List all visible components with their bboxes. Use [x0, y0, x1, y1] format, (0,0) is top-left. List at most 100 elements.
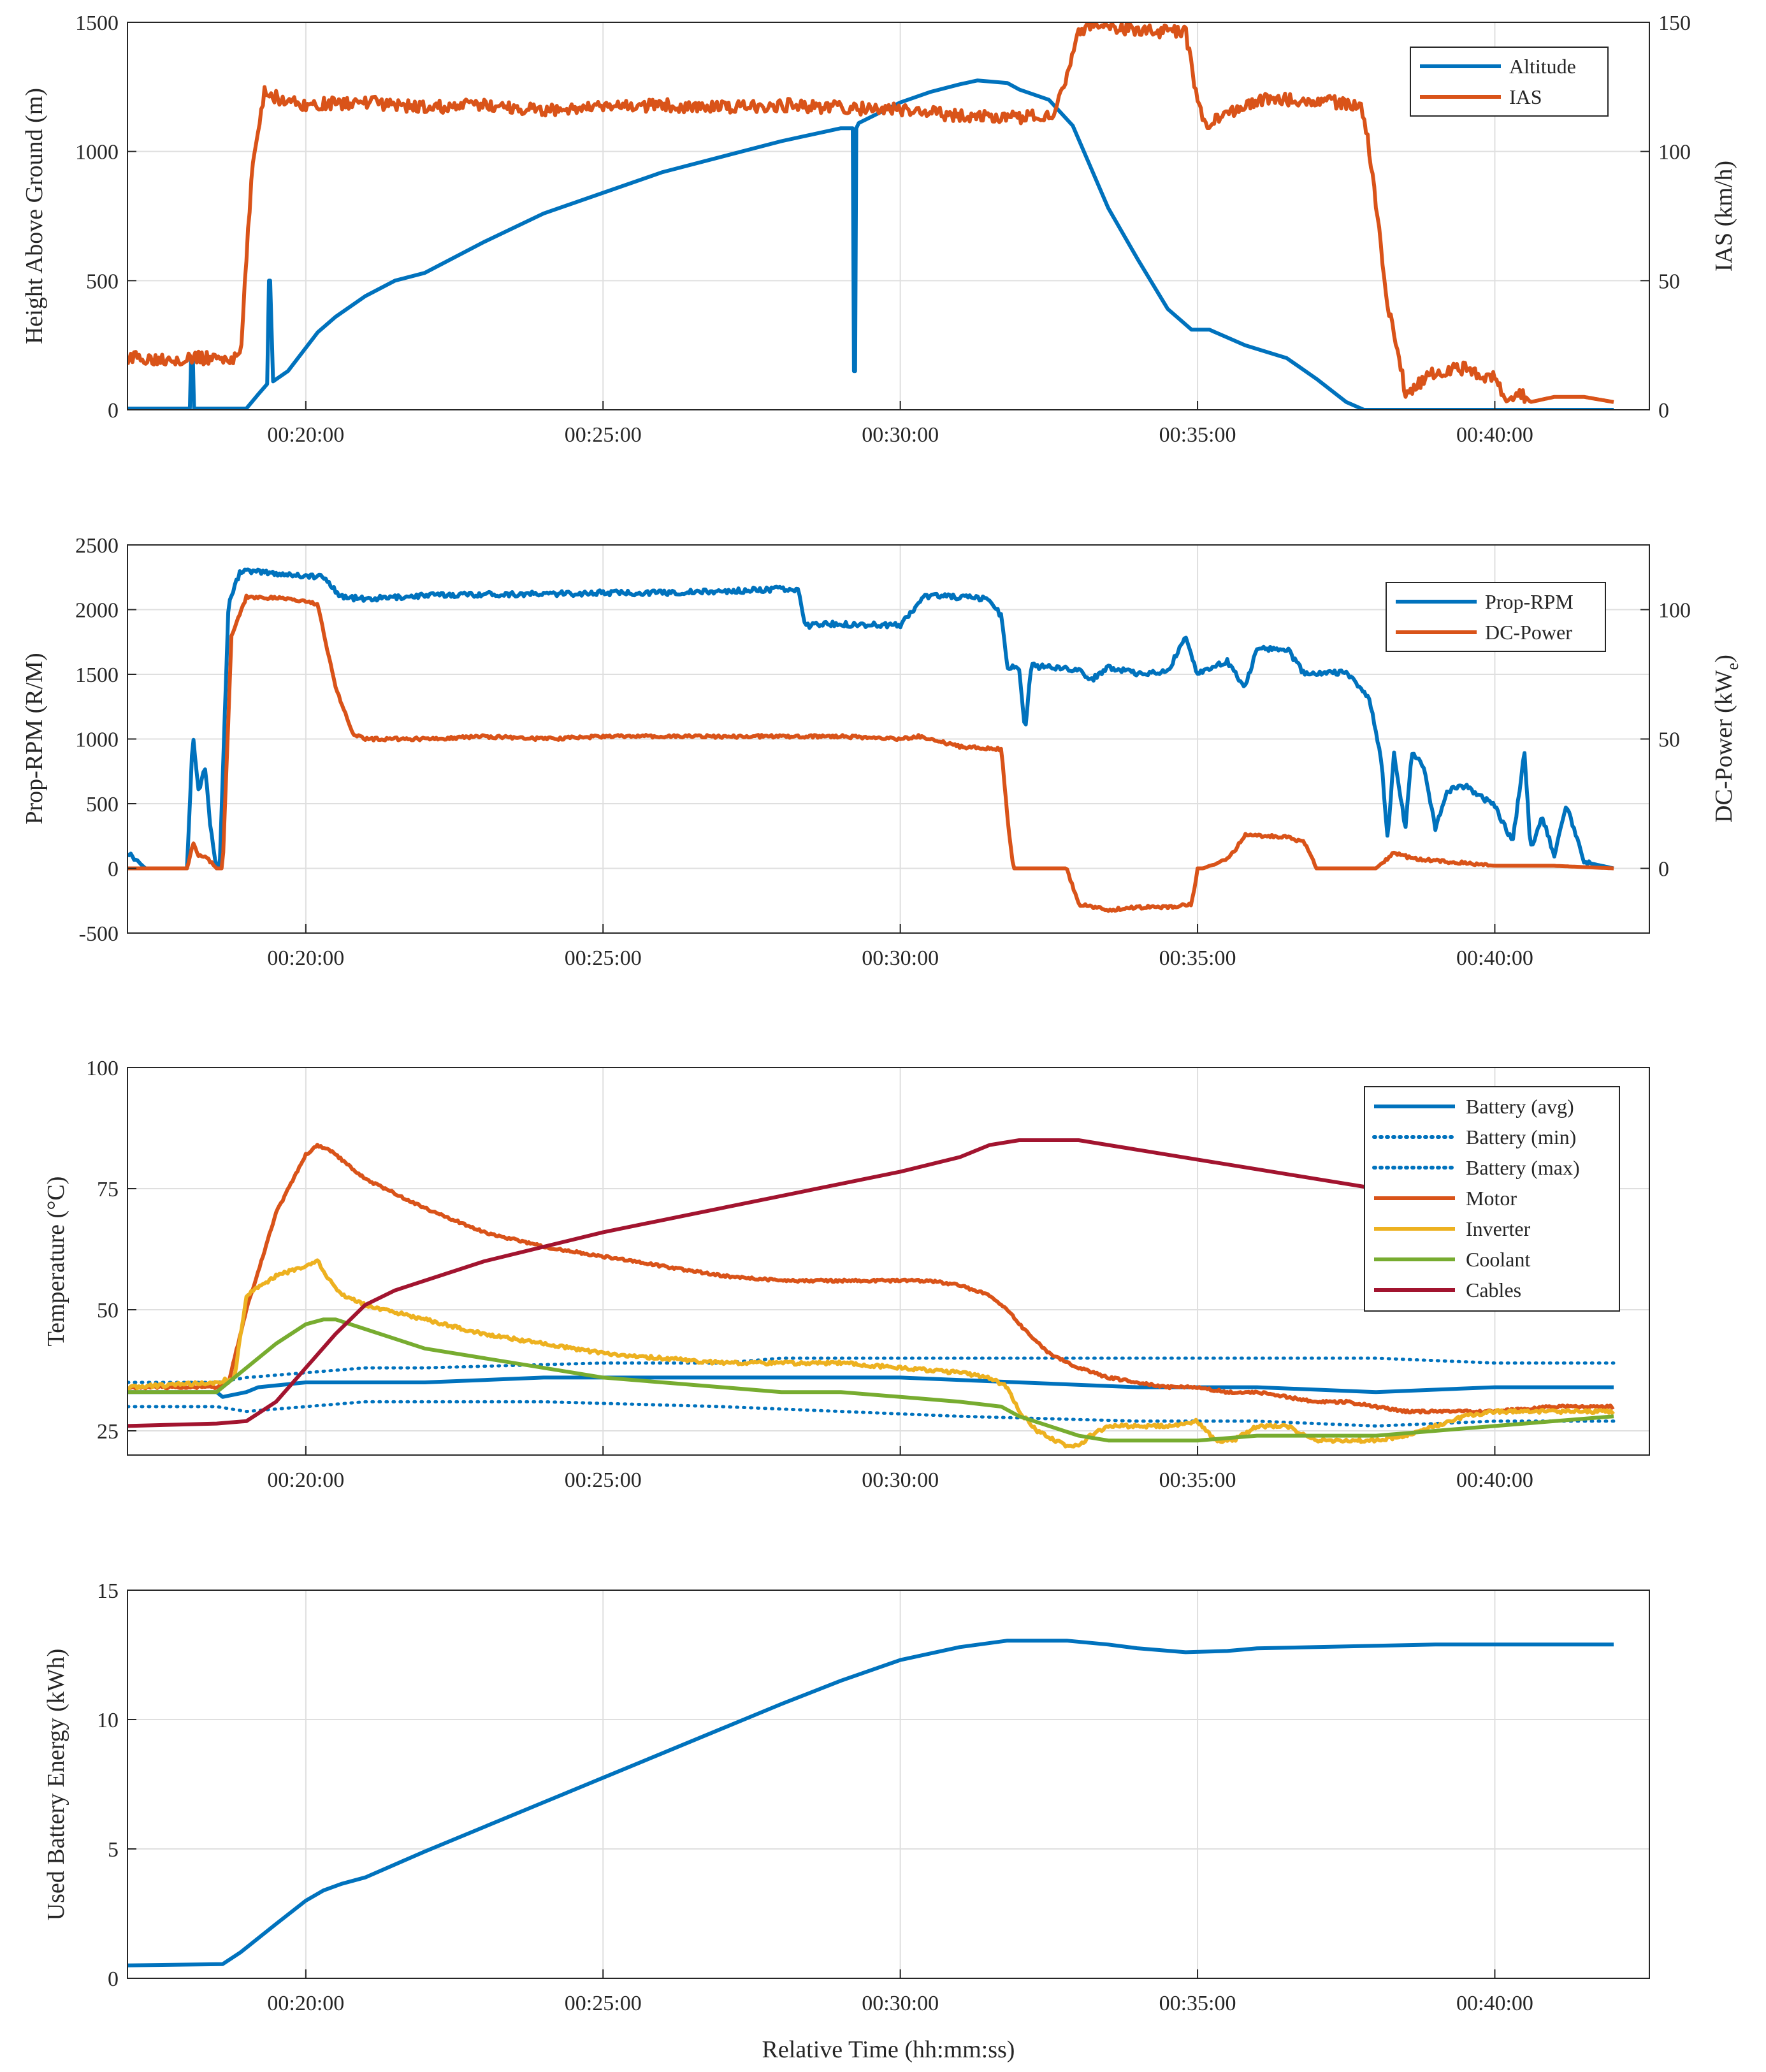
- x-tick-label: 00:40:00: [1456, 946, 1533, 970]
- x-tick-label: 00:25:00: [565, 423, 642, 447]
- y-tick-label: 15: [97, 1579, 119, 1603]
- tick-layer: 00:20:00 00:25:00 00:30:00 00:35:00 00:40:00…: [97, 1579, 1533, 2015]
- tick-layer: 00:20:00 00:25:00 00:30:00 00:35:00 00:40:00…: [75, 534, 1691, 970]
- x-tick-label: 00:20:00: [267, 1992, 344, 2015]
- y-axis-label: Prop-RPM (R/M): [21, 653, 48, 824]
- y-axis-label-right-subscript: e: [1723, 663, 1742, 670]
- y-right-tick-label: 150: [1658, 11, 1691, 35]
- series-line-cables: [127, 1138, 1614, 1428]
- series-layer: [127, 1639, 1614, 1967]
- y-tick-label: 50: [97, 1299, 119, 1322]
- rpm-power-panel: 00:20:00 00:25:00 00:30:00 00:35:00 00:40:00…: [21, 534, 1742, 970]
- legend: Altitude IAS: [1410, 47, 1609, 117]
- x-tick-label: 00:25:00: [565, 1992, 642, 2015]
- y-tick-label: 0: [108, 858, 119, 881]
- series-layer: [127, 567, 1614, 913]
- y-tick-label: 75: [97, 1178, 119, 1201]
- x-tick-label: 00:35:00: [1159, 1992, 1236, 2015]
- series-line-prop-rpm: [127, 567, 1614, 871]
- series-line-altitude: [127, 78, 1614, 410]
- y-tick-label: 25: [97, 1420, 119, 1444]
- series-line-coolant: [127, 1317, 1614, 1443]
- y-axis-label-right-close: ): [1711, 655, 1737, 663]
- x-tick-label: 00:40:00: [1456, 423, 1533, 447]
- axes-box: [127, 1067, 1650, 1456]
- x-axis-label: Relative Time (hh:mm:ss): [762, 2036, 1015, 2063]
- legend-label-coolant: Coolant: [1466, 1248, 1530, 1271]
- series-line-ias: [127, 22, 1614, 404]
- series-line-inverter: [127, 1258, 1615, 1449]
- legend-label-dc-power: DC-Power: [1485, 621, 1572, 644]
- legend-label-motor: Motor: [1466, 1187, 1517, 1210]
- y-tick-label: 100: [86, 1057, 119, 1080]
- x-tick-label: 00:40:00: [1456, 1468, 1533, 1492]
- y-tick-label: 10: [97, 1709, 119, 1732]
- legend-label-ias: IAS: [1509, 85, 1542, 108]
- y-tick-label: 2000: [75, 599, 119, 623]
- x-tick-label: 00:40:00: [1456, 1992, 1533, 2015]
- series-layer: [127, 22, 1614, 410]
- y-right-tick-label: 0: [1658, 399, 1669, 423]
- x-tick-label: 00:25:00: [565, 1468, 642, 1492]
- series-line-dc-power: [127, 593, 1614, 913]
- tick-layer: 00:20:00 00:25:00 00:30:00 00:35:00 00:40:00…: [86, 1057, 1533, 1492]
- legend: Battery (avg) Battery (min) Battery (max…: [1364, 1086, 1620, 1312]
- y-axis-label-right: DC-Power (kWe): [1711, 655, 1742, 823]
- y-tick-label: 5: [108, 1838, 119, 1862]
- y-tick-label: 1000: [75, 728, 119, 752]
- y-right-tick-label: 50: [1658, 728, 1680, 752]
- y-right-tick-label: 0: [1658, 858, 1669, 881]
- y-axis-label-right: IAS (km/h): [1711, 161, 1737, 272]
- axes-box: [127, 1590, 1650, 1979]
- tick-layer: 00:20:00 00:25:00 00:30:00 00:35:00 00:40:00…: [75, 11, 1691, 447]
- x-tick-label: 00:30:00: [862, 1468, 939, 1492]
- x-tick-label: 00:20:00: [267, 1468, 344, 1492]
- grid: [127, 545, 1649, 933]
- altitude-ias-panel: 00:20:00 00:25:00 00:30:00 00:35:00 00:40:00…: [21, 11, 1737, 447]
- y-right-tick-label: 50: [1658, 270, 1680, 293]
- x-tick-label: 00:30:00: [862, 946, 939, 970]
- energy-panel: 00:20:00 00:25:00 00:30:00 00:35:00 00:40:00…: [43, 1579, 1650, 2063]
- x-tick-label: 00:30:00: [862, 1992, 939, 2015]
- y-tick-label: 500: [86, 270, 119, 293]
- y-tick-label: 500: [86, 793, 119, 816]
- y-right-tick-label: 100: [1658, 599, 1691, 623]
- temperature-panel: 00:20:00 00:25:00 00:30:00 00:35:00 00:40:00…: [43, 1057, 1650, 1492]
- series-line-battery-avg: [127, 1375, 1614, 1399]
- legend-label-cables: Cables: [1466, 1279, 1521, 1301]
- y-axis-label: Height Above Ground (m): [21, 88, 48, 344]
- grid: [127, 1590, 1649, 1978]
- legend-label-battery-min: Battery (min): [1466, 1126, 1576, 1148]
- legend-label-battery-max: Battery (max): [1466, 1156, 1580, 1179]
- y-right-tick-label: 100: [1658, 141, 1691, 164]
- legend-label-inverter: Inverter: [1466, 1217, 1531, 1240]
- axes-box: [127, 22, 1650, 410]
- x-tick-label: 00:30:00: [862, 423, 939, 447]
- x-tick-label: 00:35:00: [1159, 1468, 1236, 1492]
- x-tick-label: 00:20:00: [267, 946, 344, 970]
- x-tick-label: 00:35:00: [1159, 946, 1236, 970]
- legend: Prop-RPM DC-Power: [1386, 582, 1606, 652]
- y-tick-label: 0: [108, 399, 119, 423]
- y-tick-label: 1500: [75, 11, 119, 35]
- series-line-energy: [127, 1639, 1614, 1967]
- y-tick-label: -500: [79, 922, 119, 946]
- series-line-battery-min: [127, 1400, 1616, 1428]
- x-tick-label: 00:20:00: [267, 423, 344, 447]
- y-axis-label: Used Battery Energy (kWh): [43, 1649, 69, 1921]
- y-axis-label-right-main: DC-Power (kW: [1711, 670, 1737, 823]
- grid: [127, 22, 1649, 410]
- y-tick-label: 2500: [75, 534, 119, 558]
- legend-label-battery-avg: Battery (avg): [1466, 1095, 1574, 1118]
- x-tick-label: 00:25:00: [565, 946, 642, 970]
- y-tick-label: 1000: [75, 141, 119, 164]
- legend-label-altitude: Altitude: [1509, 55, 1576, 78]
- x-tick-label: 00:35:00: [1159, 423, 1236, 447]
- y-tick-label: 1500: [75, 663, 119, 687]
- y-tick-label: 0: [108, 1967, 119, 1991]
- series-line-motor: [127, 1143, 1615, 1415]
- series-layer: [127, 1138, 1616, 1449]
- y-axis-label: Temperature (°C): [43, 1177, 69, 1347]
- legend-label-prop-rpm: Prop-RPM: [1485, 590, 1574, 613]
